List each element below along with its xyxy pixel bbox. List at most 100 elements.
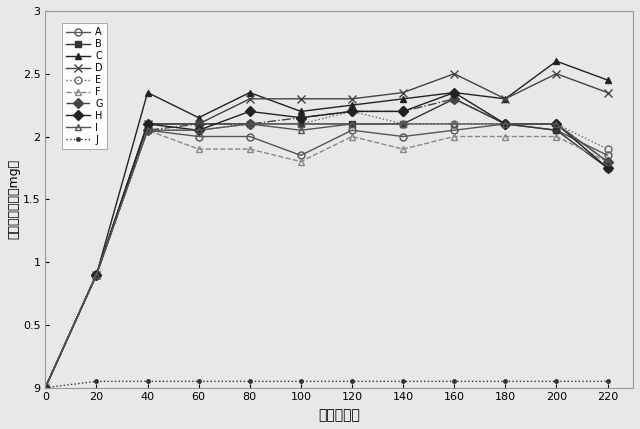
H <box>604 165 611 170</box>
A <box>451 128 458 133</box>
G <box>144 128 152 133</box>
E <box>246 121 253 127</box>
F <box>552 134 560 139</box>
D <box>604 90 611 95</box>
C <box>93 272 100 277</box>
I <box>552 121 560 127</box>
G <box>348 109 356 114</box>
Line: D: D <box>41 69 612 392</box>
C <box>502 96 509 101</box>
F <box>399 146 407 151</box>
G <box>246 121 253 127</box>
X-axis label: 時間（分）: 時間（分） <box>318 408 360 422</box>
B <box>552 128 560 133</box>
E <box>451 121 458 127</box>
Line: A: A <box>42 121 611 391</box>
B <box>297 121 305 127</box>
C <box>297 109 305 114</box>
G <box>552 121 560 127</box>
I <box>502 121 509 127</box>
C <box>195 115 202 120</box>
F <box>246 146 253 151</box>
D <box>246 96 253 101</box>
F <box>604 159 611 164</box>
D <box>502 96 509 101</box>
J <box>93 379 100 384</box>
I <box>42 385 49 390</box>
F <box>93 272 100 277</box>
Y-axis label: 総血糖レベル（mg）: 総血糖レベル（mg） <box>7 159 20 239</box>
D <box>195 121 202 127</box>
F <box>348 134 356 139</box>
H <box>502 121 509 127</box>
Line: E: E <box>42 108 611 391</box>
I <box>144 128 152 133</box>
A <box>348 128 356 133</box>
Line: G: G <box>42 95 611 391</box>
Line: B: B <box>42 95 611 391</box>
A <box>502 121 509 127</box>
B <box>502 121 509 127</box>
E <box>552 121 560 127</box>
J <box>297 379 305 384</box>
A <box>144 128 152 133</box>
E <box>502 121 509 127</box>
I <box>399 121 407 127</box>
J <box>144 379 152 384</box>
C <box>42 385 49 390</box>
H <box>42 385 49 390</box>
D <box>552 71 560 76</box>
I <box>451 121 458 127</box>
A <box>399 134 407 139</box>
Line: C: C <box>42 57 611 391</box>
D <box>451 71 458 76</box>
G <box>399 109 407 114</box>
F <box>195 146 202 151</box>
C <box>399 96 407 101</box>
H <box>399 109 407 114</box>
I <box>348 121 356 127</box>
A <box>604 153 611 158</box>
D <box>42 385 49 390</box>
H <box>195 128 202 133</box>
H <box>246 109 253 114</box>
E <box>195 128 202 133</box>
F <box>144 128 152 133</box>
E <box>144 128 152 133</box>
H <box>144 121 152 127</box>
D <box>93 272 100 277</box>
J <box>246 379 253 384</box>
G <box>93 272 100 277</box>
F <box>42 385 49 390</box>
G <box>42 385 49 390</box>
B <box>246 121 253 127</box>
H <box>297 115 305 120</box>
A <box>246 134 253 139</box>
B <box>399 121 407 127</box>
C <box>246 90 253 95</box>
Line: F: F <box>42 127 611 391</box>
I <box>93 272 100 277</box>
A <box>93 272 100 277</box>
I <box>604 159 611 164</box>
A <box>195 134 202 139</box>
E <box>42 385 49 390</box>
J <box>451 379 458 384</box>
C <box>552 59 560 64</box>
I <box>246 121 253 127</box>
C <box>144 90 152 95</box>
B <box>348 121 356 127</box>
E <box>297 121 305 127</box>
A <box>552 128 560 133</box>
D <box>144 121 152 127</box>
J <box>552 379 560 384</box>
B <box>195 121 202 127</box>
G <box>604 159 611 164</box>
C <box>348 103 356 108</box>
Line: I: I <box>42 121 611 391</box>
B <box>451 96 458 101</box>
G <box>502 121 509 127</box>
A <box>42 385 49 390</box>
E <box>604 146 611 151</box>
F <box>451 134 458 139</box>
